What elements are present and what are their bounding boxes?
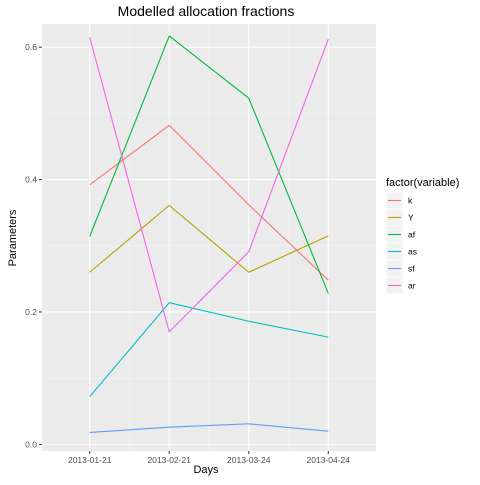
x-tick-label: 2013-02-21 <box>147 455 191 465</box>
x-axis-title: Days <box>193 464 219 476</box>
x-axis: 2013-01-21 2013-02-21 2013-03-24 2013-04-24 <box>68 451 350 465</box>
y-tick-label: 0.2 <box>25 307 37 317</box>
legend-label-as: as <box>408 247 417 257</box>
series-line-af <box>89 35 329 294</box>
series-line-y <box>89 204 329 273</box>
legend-label-y: Y <box>408 213 414 223</box>
grid-minor <box>42 24 376 451</box>
series-layer <box>89 35 329 434</box>
series-line-k <box>89 124 329 281</box>
y-axis-title: Parameters <box>7 209 19 266</box>
y-tick-label: 0.0 <box>25 439 37 449</box>
series-line-sf <box>89 423 329 434</box>
y-axis: 0.0 0.2 0.4 0.6 <box>25 42 42 449</box>
y-tick-label: 0.6 <box>25 42 37 52</box>
chart-title: Modelled allocation fractions <box>118 3 295 19</box>
y-tick-label: 0.4 <box>25 175 37 185</box>
series-line-as <box>89 302 329 398</box>
legend-title: factor(variable) <box>386 177 459 189</box>
legend-label-sf: sf <box>408 264 415 274</box>
series-line-ar <box>89 37 329 333</box>
x-tick-label: 2013-01-21 <box>68 455 112 465</box>
x-tick-label: 2013-03-24 <box>227 455 271 465</box>
legend-label-af: af <box>408 230 416 240</box>
legend-label-k: k <box>408 196 413 206</box>
x-tick-label: 2013-04-24 <box>307 455 351 465</box>
legend-label-ar: ar <box>408 281 416 291</box>
